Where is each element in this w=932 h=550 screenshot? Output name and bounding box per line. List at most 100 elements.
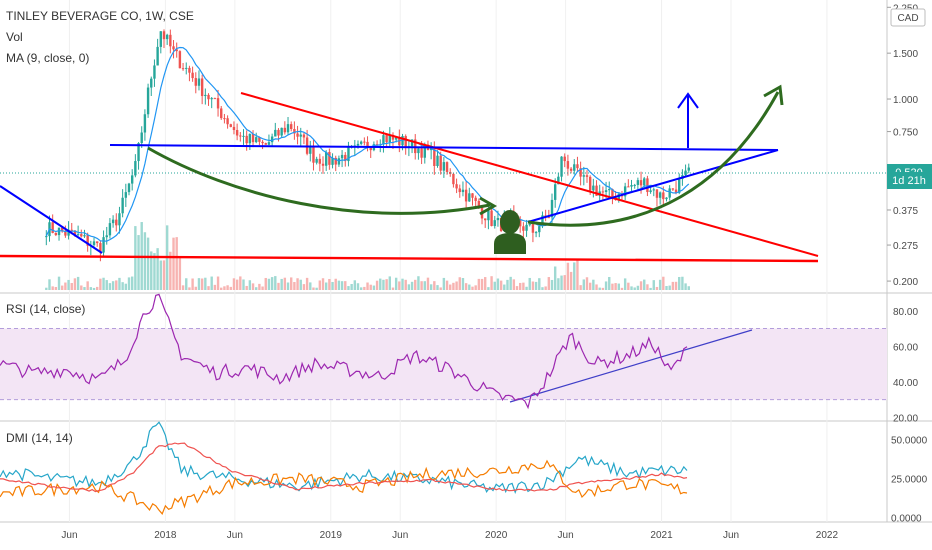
volume-bar <box>639 281 643 290</box>
volume-bar <box>45 287 48 290</box>
drawing-annotations[interactable] <box>0 84 819 403</box>
uptrend-line-blue[interactable] <box>527 149 779 223</box>
candle-body <box>623 186 627 197</box>
cup-arc-right[interactable] <box>527 91 780 227</box>
volume-bar <box>204 277 207 290</box>
downtrend-line-blue-left[interactable] <box>0 185 103 254</box>
candle-body <box>210 98 213 100</box>
candle-body <box>477 200 481 208</box>
candle-body <box>318 158 322 164</box>
volume-bar <box>531 281 535 290</box>
candle-body <box>111 219 115 224</box>
candle-body <box>585 175 589 177</box>
volume-bar <box>232 278 236 290</box>
volume-bar <box>115 280 118 290</box>
currency-badge-box[interactable] <box>890 8 926 27</box>
volume-bars <box>45 222 690 290</box>
dmi-legend[interactable]: DMI (14, 14) <box>6 431 73 445</box>
candle-body <box>646 178 649 193</box>
volume-bar <box>493 281 496 290</box>
volume-bar <box>229 286 232 290</box>
volume-bar <box>614 283 617 290</box>
volume-bar <box>550 279 554 290</box>
volume-bar <box>652 280 655 290</box>
volume-bar <box>191 278 194 290</box>
volume-bar <box>309 282 312 290</box>
candle-body <box>471 193 474 198</box>
volume-bar <box>461 278 465 290</box>
candle-body <box>220 108 223 119</box>
volume-bar <box>436 285 439 290</box>
candle-body <box>484 218 487 221</box>
candle-body <box>560 156 563 177</box>
volume-bar <box>194 286 197 290</box>
volume-bar <box>398 281 401 290</box>
volume-bar <box>350 283 353 290</box>
candle-body <box>366 141 369 148</box>
volume-bar <box>245 285 248 290</box>
rsi-band <box>0 328 887 400</box>
candle-body <box>86 235 89 246</box>
dmi-axis-ticks: 0.0000 25.0000 50.0000 <box>891 436 928 525</box>
candle-body <box>328 151 331 165</box>
volume-bar <box>595 284 598 290</box>
rsi-trend-line[interactable] <box>509 329 753 403</box>
volume-bar <box>503 284 506 290</box>
volume-bar <box>280 278 283 290</box>
candle-body <box>232 126 236 131</box>
volume-bar <box>525 286 528 290</box>
candle-body <box>576 164 579 169</box>
volume-bar <box>73 278 77 290</box>
volume-bar <box>557 278 560 290</box>
candle-body <box>54 232 58 236</box>
candle-body <box>309 146 312 154</box>
candle-body <box>175 49 178 52</box>
ma-legend[interactable]: MA (9, close, 0) <box>6 51 89 65</box>
volume-bar <box>423 281 426 290</box>
volume-bar <box>665 286 668 290</box>
candle-body <box>191 72 194 79</box>
volume-bar <box>293 282 296 290</box>
volume-bar <box>566 262 570 290</box>
volume-bar <box>344 281 347 290</box>
volume-bar <box>181 285 185 290</box>
volume-bar <box>671 281 675 290</box>
volume-bar <box>239 276 242 290</box>
volume-bar <box>331 282 334 290</box>
candle-body <box>458 188 461 193</box>
volume-bar <box>585 277 589 290</box>
candle-body <box>61 227 64 232</box>
volume-bar <box>111 281 115 290</box>
rsi-tick-label: 80.00 <box>893 307 918 318</box>
volume-bar <box>334 278 337 290</box>
cup-arc-left[interactable] <box>147 146 491 215</box>
candle-body <box>124 192 128 198</box>
volume-bar <box>54 286 58 290</box>
candle-body <box>264 143 267 145</box>
volume-bar <box>407 284 411 290</box>
volume-bar <box>223 286 226 290</box>
volume-bar <box>382 279 385 290</box>
volume-bar <box>255 287 258 290</box>
symbol-title[interactable]: TINLEY BEVERAGE CO, 1W, CSE <box>6 9 194 23</box>
resistance-line-blue[interactable] <box>109 144 779 151</box>
candle-body <box>445 162 449 172</box>
volume-bar <box>175 237 178 290</box>
downtrend-line-red[interactable] <box>240 92 819 257</box>
countdown-badge-box <box>887 172 932 189</box>
volume-bar <box>417 276 420 290</box>
rsi-legend[interactable]: RSI (14, close) <box>6 302 85 316</box>
candle-body <box>286 124 290 133</box>
vol-legend[interactable]: Vol <box>6 30 23 44</box>
volume-bar <box>553 266 557 290</box>
candle-body <box>92 241 96 246</box>
candle-body <box>153 65 156 79</box>
time-tick-label: 2021 <box>650 530 673 541</box>
candle-body <box>595 185 598 196</box>
candle-body <box>630 185 633 187</box>
volume-bar <box>99 278 102 290</box>
volume-bar <box>86 281 89 290</box>
volume-bar <box>464 283 468 290</box>
support-line-red[interactable] <box>0 254 819 263</box>
